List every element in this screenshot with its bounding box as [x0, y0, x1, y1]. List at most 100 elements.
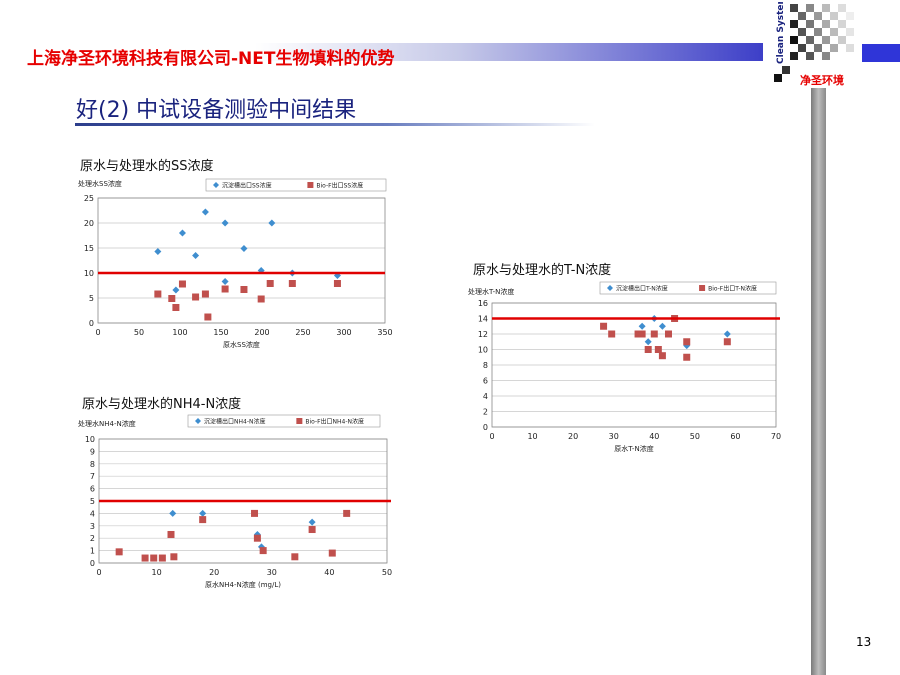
logo-text: Clean System — [776, 2, 786, 64]
data-point-series-b — [192, 293, 200, 301]
data-point-series-b — [204, 313, 212, 321]
data-point-series-a — [723, 330, 731, 338]
y-tick-label: 9 — [90, 447, 95, 456]
y-tick-label: 0 — [90, 559, 95, 568]
data-point-series-a — [172, 286, 180, 294]
x-tick-label: 150 — [213, 328, 228, 337]
legend-label: 沉淀槽出口NH4-N浓度 — [204, 418, 265, 426]
data-point-series-b — [170, 553, 178, 561]
data-point-series-b — [251, 509, 259, 517]
legend-box — [599, 281, 777, 295]
y-tick-label: 1 — [90, 547, 95, 556]
legend-marker-square — [307, 182, 314, 188]
chart-tn-title: 原水与处理水的T-N浓度 — [473, 263, 612, 278]
x-tick-label: 10 — [152, 568, 162, 577]
data-point-series-b — [600, 322, 608, 330]
data-point-series-b — [266, 280, 274, 287]
company-title: 上海净圣环境科技有限公司-NET生物填料的优势 — [27, 49, 395, 69]
data-point-series-b — [199, 516, 207, 524]
y-tick-label: 20 — [84, 219, 94, 228]
data-point-series-b — [683, 353, 691, 361]
y-tick-label: 5 — [90, 497, 95, 506]
x-axis-label: 原水SS浓度 — [223, 340, 260, 349]
data-point-series-b — [141, 554, 149, 562]
legend-box — [205, 178, 387, 192]
right-decorative-bar — [811, 88, 826, 675]
data-point-series-a — [644, 338, 652, 346]
y-tick-label: 0 — [483, 423, 488, 432]
data-point-series-a — [638, 322, 646, 330]
x-tick-label: 60 — [730, 432, 740, 441]
data-point-series-b — [259, 547, 267, 555]
header-accent-block — [862, 44, 900, 62]
legend-label: 沉淀槽出口SS浓度 — [222, 182, 272, 190]
y-tick-label: 7 — [90, 472, 95, 481]
data-point-series-b — [240, 286, 248, 293]
y-tick-label: 6 — [90, 485, 95, 494]
y-axis-label: 处理水SS浓度 — [78, 179, 122, 188]
y-tick-label: 12 — [478, 330, 488, 339]
x-tick-label: 40 — [324, 568, 334, 577]
y-tick-label: 5 — [89, 294, 94, 303]
y-tick-label: 25 — [84, 194, 94, 203]
x-tick-label: 0 — [489, 432, 494, 441]
legend: 沉淀槽出口SS浓度 Bio-F出口SS浓度 — [205, 178, 387, 192]
data-point-series-b — [343, 509, 351, 517]
x-axis-label: 原水T-N浓度 — [614, 444, 653, 453]
legend-marker-diamond — [195, 418, 201, 424]
legend-marker-diamond — [607, 285, 613, 291]
data-point-series-b — [650, 330, 658, 338]
data-point-series-b — [115, 548, 123, 556]
y-axis-label: 处理水T-N浓度 — [468, 287, 514, 296]
data-point-series-b — [288, 280, 296, 287]
y-tick-label: 8 — [483, 361, 488, 370]
logo-chinese-name: 净圣环境 — [800, 74, 844, 87]
x-tick-label: 100 — [172, 328, 187, 337]
x-tick-label: 10 — [527, 432, 537, 441]
data-point-series-b — [168, 295, 176, 302]
data-point-series-b — [154, 290, 162, 298]
data-point-series-b — [257, 295, 265, 303]
legend-label: Bio-F出口NH4-N浓度 — [305, 418, 364, 426]
y-tick-label: 10 — [84, 269, 94, 278]
data-point-series-b — [608, 330, 616, 338]
x-tick-label: 200 — [254, 328, 269, 337]
data-point-series-a — [192, 252, 200, 259]
data-point-series-b — [333, 280, 341, 287]
x-tick-label: 40 — [649, 432, 659, 441]
clean-system-logo: Clean System — [774, 2, 854, 82]
data-point-series-a — [154, 248, 162, 255]
data-point-series-a — [221, 278, 229, 285]
legend-label: Bio-F出口SS浓度 — [316, 182, 363, 190]
x-tick-label: 0 — [95, 328, 100, 337]
data-point-series-b — [291, 553, 299, 561]
legend: 沉淀槽出口NH4-N浓度 Bio-F出口NH4-N浓度 — [187, 414, 381, 428]
data-point-series-b — [172, 304, 180, 311]
data-point-series-b — [178, 280, 186, 288]
y-tick-label: 6 — [483, 377, 488, 386]
legend: 沉淀槽出口T-N浓度 Bio-F出口T-N浓度 — [599, 281, 777, 295]
plot-area — [491, 302, 777, 428]
data-point-series-b — [644, 346, 652, 353]
data-point-series-b — [664, 330, 672, 338]
data-point-series-b — [150, 554, 158, 562]
x-tick-label: 350 — [377, 328, 392, 337]
data-point-series-b — [683, 338, 691, 346]
y-tick-label: 3 — [90, 522, 95, 531]
y-tick-label: 8 — [90, 460, 95, 469]
y-tick-label: 10 — [478, 346, 488, 355]
y-tick-label: 0 — [89, 319, 94, 328]
data-point-series-a — [268, 219, 276, 227]
x-tick-label: 30 — [609, 432, 619, 441]
legend-marker-square — [296, 418, 303, 424]
chart-tn: 处理水T-N浓度 沉淀槽出口T-N浓度 Bio-F出口T-N浓度 0 2 4 6 8 10 12 1… — [468, 281, 781, 453]
data-point-series-a — [201, 208, 209, 216]
chart-nh4-title: 原水与处理水的NH4-N浓度 — [82, 397, 242, 412]
x-tick-label: 50 — [382, 568, 392, 577]
x-tick-label: 20 — [568, 432, 578, 441]
data-point-series-b — [658, 352, 666, 360]
data-point-series-a — [240, 245, 248, 252]
data-point-series-b — [328, 549, 336, 557]
y-tick-label: 14 — [478, 315, 488, 324]
